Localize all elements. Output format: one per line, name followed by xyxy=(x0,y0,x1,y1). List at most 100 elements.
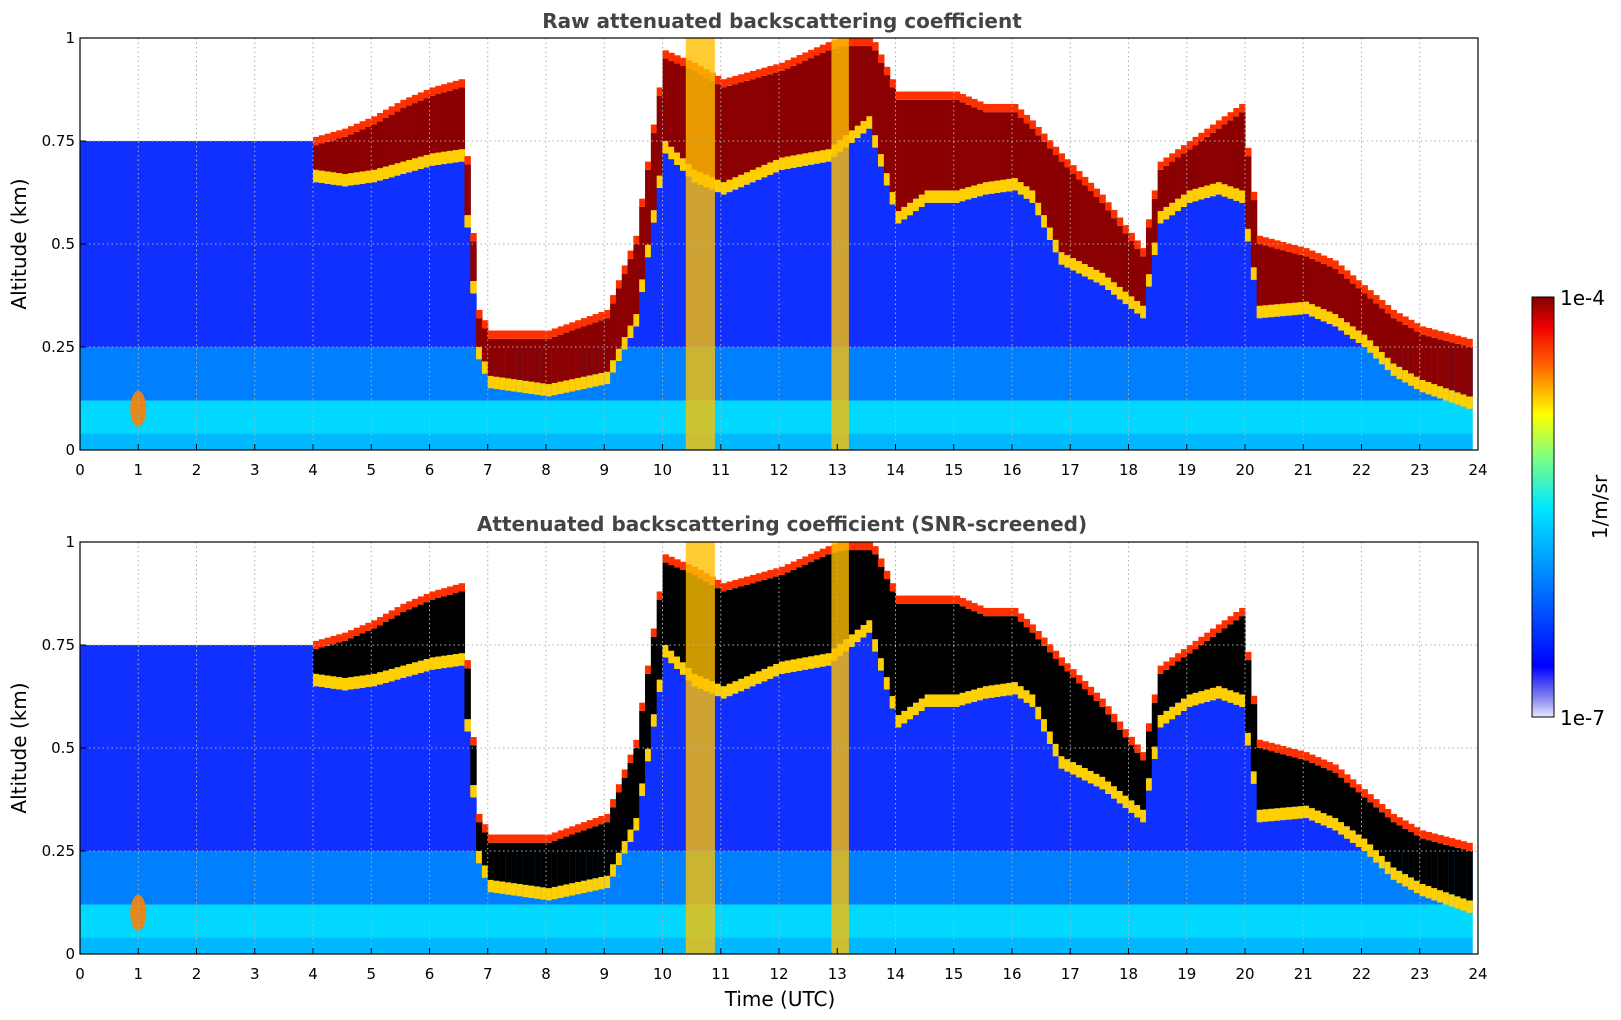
heatmap-cell xyxy=(1309,851,1316,905)
heatmap-cell xyxy=(744,184,751,347)
cloud-edge-cell xyxy=(1105,277,1112,290)
cloud-top-cell xyxy=(714,75,722,85)
heatmap-cell xyxy=(610,347,617,401)
cloud-top-cell xyxy=(924,91,932,100)
heatmap-cell xyxy=(1105,904,1112,938)
cloud-core-cell xyxy=(994,112,1001,181)
cloud-top-cell xyxy=(1227,616,1234,625)
heatmap-cell xyxy=(679,347,687,401)
heatmap-cell xyxy=(1000,400,1007,434)
heatmap-cell xyxy=(1274,433,1281,450)
heatmap-cell xyxy=(388,937,396,954)
heatmap-cell xyxy=(767,347,774,401)
cloud-edge-cell xyxy=(330,676,337,689)
heatmap-cell xyxy=(1116,937,1124,954)
heatmap-cell xyxy=(470,400,477,434)
cloud-core-cell xyxy=(726,589,733,684)
heatmap-cell xyxy=(1437,400,1444,434)
heatmap-cell xyxy=(557,433,565,450)
cloud-core-cell xyxy=(1408,328,1415,374)
heatmap-cell xyxy=(674,347,681,401)
cloud-edge-cell xyxy=(359,171,367,184)
heatmap-cell xyxy=(1460,937,1467,954)
cloud-core-cell xyxy=(499,338,506,378)
heatmap-cell xyxy=(942,904,949,938)
heatmap-cell xyxy=(947,904,955,938)
cloud-top-cell xyxy=(400,603,407,613)
cloud-top-cell xyxy=(342,128,349,137)
heatmap-cell xyxy=(1437,937,1444,954)
heatmap-cell xyxy=(912,937,920,954)
cloud-top-cell xyxy=(621,769,629,778)
heatmap-cell xyxy=(1128,812,1135,851)
cloud-top-cell xyxy=(1087,182,1095,192)
heatmap-cell xyxy=(1279,820,1287,851)
heatmap-cell xyxy=(80,433,87,450)
heatmap-cell xyxy=(546,937,553,954)
heatmap-cell xyxy=(1279,904,1287,938)
heatmap-cell xyxy=(1285,937,1293,954)
cloud-top-cell xyxy=(668,556,675,566)
heatmap-cell xyxy=(254,141,262,347)
cloud-top-cell xyxy=(365,118,372,127)
cloud-top-cell xyxy=(1041,133,1048,142)
heatmap-cell xyxy=(912,433,920,450)
heatmap-cell xyxy=(1361,904,1368,938)
heatmap-cell xyxy=(318,183,326,347)
heatmap-cell xyxy=(243,851,250,905)
heatmap-cell xyxy=(1128,937,1135,954)
cloud-edge-cell xyxy=(779,157,786,170)
heatmap-cell xyxy=(1023,400,1031,434)
heatmap-cell xyxy=(953,400,961,434)
heatmap-cell xyxy=(802,937,809,954)
heatmap-cell xyxy=(878,904,885,938)
cloud-edge-cell xyxy=(1221,688,1229,701)
heatmap-cell xyxy=(1239,202,1246,347)
cloud-core-cell xyxy=(615,792,623,853)
heatmap-cell xyxy=(848,433,856,450)
heatmap-cell xyxy=(155,937,163,954)
heatmap-cell xyxy=(1250,347,1258,401)
heatmap-cell xyxy=(1215,904,1223,938)
cloud-core-cell xyxy=(452,89,460,151)
heatmap-cell xyxy=(336,689,343,851)
cloud-core-cell xyxy=(1291,253,1299,303)
heatmap-cell xyxy=(1134,817,1141,851)
heatmap-cell xyxy=(313,433,320,450)
heatmap-cell xyxy=(446,347,454,401)
cloud-core-cell xyxy=(779,70,786,158)
heatmap-cell xyxy=(819,851,827,905)
heatmap-cell xyxy=(458,400,466,434)
cloud-top-cell xyxy=(1291,245,1299,254)
heatmap-cell xyxy=(231,400,238,434)
heatmap-cell xyxy=(155,904,163,938)
cloud-edge-cell xyxy=(1099,272,1106,286)
x-tick-label: 22 xyxy=(1352,965,1371,983)
heatmap-cell xyxy=(1058,904,1066,938)
heatmap-cell xyxy=(1151,758,1159,851)
cloud-top-cell xyxy=(994,607,1001,617)
heatmap-cell xyxy=(1309,316,1316,347)
cloud-core-cell xyxy=(965,104,972,188)
heatmap-cell xyxy=(1180,851,1188,905)
heatmap-cell xyxy=(126,400,134,434)
heatmap-cell xyxy=(1233,347,1240,401)
heatmap-cell xyxy=(1291,315,1299,347)
cloud-core-cell xyxy=(1338,777,1345,823)
heatmap-cell xyxy=(784,433,792,450)
heatmap-cell xyxy=(1087,783,1095,851)
heatmap-cell xyxy=(1239,347,1246,401)
cloud-core-cell xyxy=(394,615,401,668)
heatmap-cell xyxy=(1017,347,1025,401)
cloud-core-cell xyxy=(464,668,471,720)
cloud-core-cell xyxy=(598,320,605,373)
heatmap-cell xyxy=(394,937,401,954)
heatmap-cell xyxy=(1332,830,1339,851)
cloud-edge-cell xyxy=(598,876,605,890)
cloud-edge-cell xyxy=(755,671,763,684)
heatmap-cell xyxy=(1163,723,1170,851)
cloud-top-cell xyxy=(796,54,803,64)
heatmap-cell xyxy=(1000,696,1007,851)
x-tick-label: 8 xyxy=(541,461,551,479)
